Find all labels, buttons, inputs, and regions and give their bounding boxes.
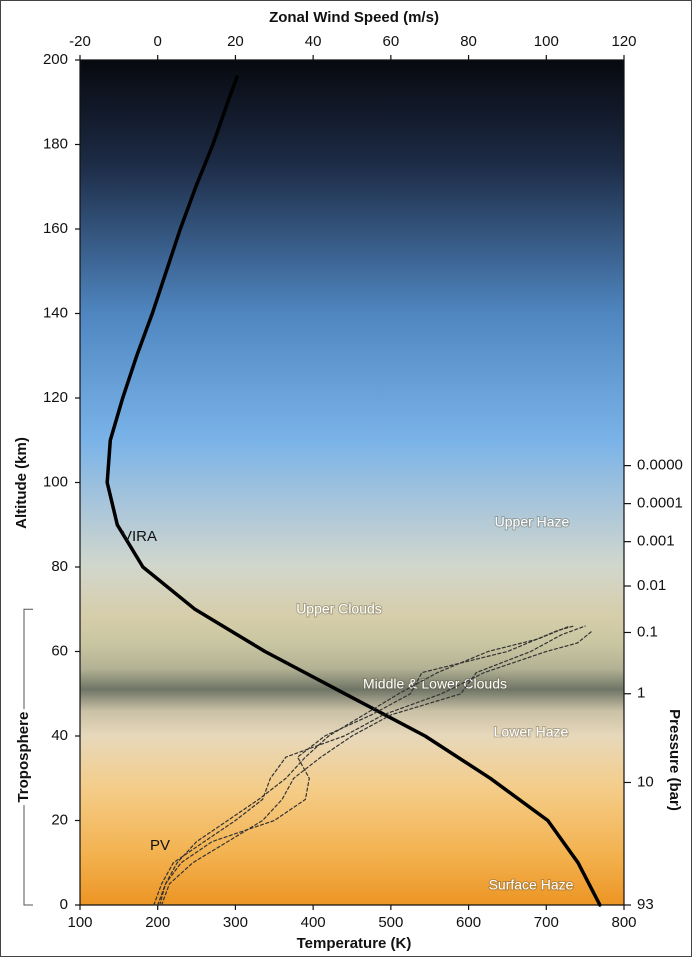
y2-tick-label: 93 bbox=[637, 896, 654, 913]
series-label: VIRA bbox=[122, 528, 157, 545]
x-tick-label: 100 bbox=[67, 914, 92, 931]
x-tick-label: 600 bbox=[456, 914, 481, 931]
y-tick-label: 20 bbox=[51, 811, 68, 828]
x-tick-label: 200 bbox=[145, 914, 170, 931]
y2-tick-label: 0.1 bbox=[637, 623, 658, 640]
chart: Zonal Wind Speed (m/s) Temperature (K) A… bbox=[0, 0, 692, 957]
x2-tick-label: 40 bbox=[305, 33, 322, 50]
y2-tick-label: 0.0001 bbox=[637, 495, 683, 512]
y-tick-label: 180 bbox=[43, 135, 68, 152]
x-tick-label: 300 bbox=[223, 914, 248, 931]
x2-tick-label: 80 bbox=[460, 33, 477, 50]
region-label: Troposphere bbox=[15, 712, 32, 803]
x-axis-title: Temperature (K) bbox=[297, 935, 412, 952]
x2-tick-label: 0 bbox=[154, 33, 162, 50]
layer-label: Surface Haze bbox=[489, 877, 574, 893]
y2-tick-label: 1 bbox=[637, 685, 645, 702]
y-tick-label: 60 bbox=[51, 642, 68, 659]
x2-tick-label: -20 bbox=[69, 33, 91, 50]
x-tick-label: 500 bbox=[378, 914, 403, 931]
y2-tick-label: 0.001 bbox=[637, 533, 675, 550]
y2-tick-label: 0.01 bbox=[637, 577, 666, 594]
y-axis-title: Altitude (km) bbox=[13, 437, 30, 529]
y-tick-label: 0 bbox=[60, 896, 68, 913]
x-tick-label: 800 bbox=[611, 914, 636, 931]
x2-tick-label: 20 bbox=[227, 33, 244, 50]
plot-background bbox=[80, 60, 624, 905]
y-tick-label: 100 bbox=[43, 473, 68, 490]
y-tick-label: 140 bbox=[43, 304, 68, 321]
y-tick-label: 40 bbox=[51, 727, 68, 744]
y-tick-label: 160 bbox=[43, 220, 68, 237]
y2-tick-label: 0.0000 bbox=[637, 457, 683, 474]
x-tick-label: 400 bbox=[301, 914, 326, 931]
layer-label: Upper Haze bbox=[495, 514, 570, 530]
y2-tick-label: 10 bbox=[637, 773, 654, 790]
layer-label: Lower Haze bbox=[494, 724, 569, 740]
x2-axis-title: Zonal Wind Speed (m/s) bbox=[269, 9, 439, 26]
y-tick-label: 120 bbox=[43, 389, 68, 406]
x-tick-label: 700 bbox=[534, 914, 559, 931]
y-tick-label: 200 bbox=[43, 51, 68, 68]
x2-tick-label: 100 bbox=[534, 33, 559, 50]
x2-tick-label: 120 bbox=[611, 33, 636, 50]
y-tick-label: 80 bbox=[51, 558, 68, 575]
layer-label: Upper Clouds bbox=[296, 601, 382, 617]
layer-label: Middle & Lower Clouds bbox=[363, 676, 507, 692]
series-label: PV bbox=[150, 837, 170, 854]
x2-tick-label: 60 bbox=[383, 33, 400, 50]
y2-axis-title: Pressure (bar) bbox=[666, 709, 683, 811]
